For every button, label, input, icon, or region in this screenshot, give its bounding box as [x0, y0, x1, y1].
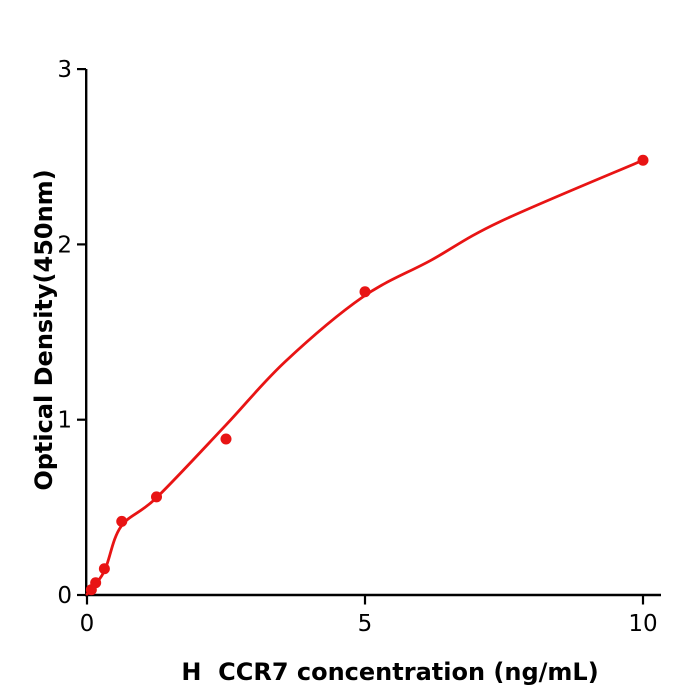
y-tick-label: 0 [57, 583, 72, 609]
x-tick-label: 0 [80, 611, 95, 637]
y-tick-label: 3 [57, 57, 72, 83]
x-tick-label: 5 [358, 611, 373, 637]
data-point [637, 154, 649, 166]
data-point [116, 515, 128, 527]
data-point [359, 286, 371, 298]
data-point [151, 491, 162, 503]
x-axis-title: H CCR7 concentration (ng/mL) [181, 658, 599, 686]
data-point [220, 433, 232, 445]
data-point [98, 563, 110, 575]
x-tick-label: 10 [628, 611, 657, 637]
data-point [90, 577, 102, 589]
y-axis-title: Optical Density(450nm) [30, 169, 58, 491]
fitted-curve [85, 158, 645, 596]
y-tick-label: 2 [57, 232, 72, 258]
y-tick-label: 1 [57, 408, 72, 434]
